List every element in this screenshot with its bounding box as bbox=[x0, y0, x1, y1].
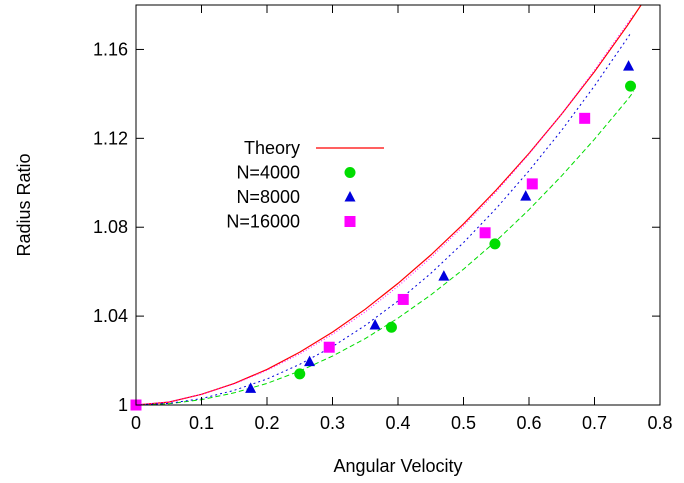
fit-curve-n-8000 bbox=[136, 33, 631, 405]
x-axis-label: Angular Velocity bbox=[333, 456, 462, 476]
data-point-square bbox=[479, 227, 491, 239]
data-point-square bbox=[397, 293, 409, 305]
data-point-circle bbox=[294, 368, 306, 380]
y-tick-label: 1.08 bbox=[93, 217, 128, 237]
legend-swatch-triangle bbox=[344, 191, 356, 202]
x-tick-label: 0.7 bbox=[582, 413, 607, 433]
x-tick-label: 0.2 bbox=[254, 413, 279, 433]
legend-swatch-square bbox=[344, 216, 356, 227]
x-tick-label: 0.3 bbox=[320, 413, 345, 433]
legend-label-square: N=16000 bbox=[226, 212, 300, 232]
markers-layer bbox=[130, 60, 637, 411]
legend-label-circle: N=4000 bbox=[236, 163, 300, 183]
x-tick-label: 0.5 bbox=[451, 413, 476, 433]
data-point-circle bbox=[385, 321, 397, 333]
fit-curve-n-4000 bbox=[136, 91, 635, 405]
data-point-triangle bbox=[245, 382, 257, 393]
data-point-triangle bbox=[623, 60, 635, 71]
legend: Theory N=4000 N=8000 N=16000 bbox=[226, 138, 384, 232]
y-tick-label: 1 bbox=[118, 395, 128, 415]
data-point-square bbox=[526, 178, 538, 190]
y-tick-label: 1.04 bbox=[93, 306, 128, 326]
y-tick-label: 1.16 bbox=[93, 39, 128, 59]
data-point-square bbox=[579, 112, 591, 124]
data-point-triangle bbox=[438, 270, 450, 281]
theory-curve bbox=[136, 5, 642, 405]
data-point-circle bbox=[625, 80, 637, 92]
legend-swatch-circle bbox=[344, 167, 356, 178]
data-point-square bbox=[323, 341, 335, 353]
data-point-triangle bbox=[304, 355, 316, 367]
x-tick-label: 0.8 bbox=[647, 413, 672, 433]
y-tick-label: 1.12 bbox=[93, 128, 128, 148]
x-tick-label: 0.6 bbox=[516, 413, 541, 433]
x-tick-label: 0 bbox=[131, 413, 141, 433]
legend-label-theory: Theory bbox=[244, 138, 300, 158]
fit-curve-n-16000 bbox=[136, 13, 635, 405]
curves-layer bbox=[136, 5, 642, 405]
x-tick-label: 0.1 bbox=[189, 413, 214, 433]
legend-label-triangle: N=8000 bbox=[236, 187, 300, 207]
data-point-circle bbox=[489, 238, 501, 250]
ticks-layer: 0 0.1 0.2 0.3 0.4 0.5 0.6 0.7 0.8 1 1.04 1.08 1.12 1.… bbox=[93, 5, 673, 433]
y-axis-label: Radius Ratio bbox=[14, 153, 34, 256]
data-point-triangle bbox=[369, 319, 381, 330]
x-tick-label: 0.4 bbox=[385, 413, 410, 433]
plot-frame bbox=[135, 4, 661, 406]
data-point-triangle bbox=[520, 190, 532, 201]
